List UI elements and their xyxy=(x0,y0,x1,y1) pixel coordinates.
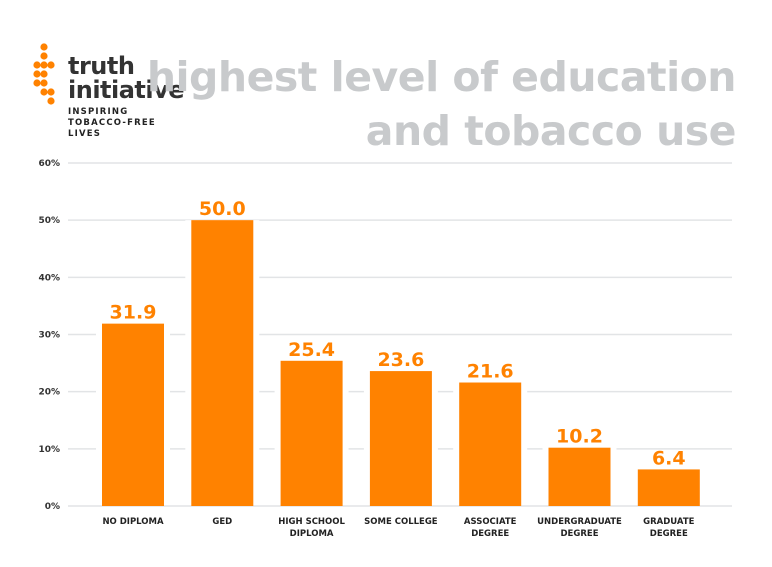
y-tick-label: 10% xyxy=(38,445,60,455)
y-tick-label: 40% xyxy=(38,273,60,283)
logo-dot xyxy=(47,88,55,96)
bar xyxy=(548,447,611,506)
x-tick-label: DIPLOMA xyxy=(290,529,334,539)
data-label: 25.4 xyxy=(288,339,335,361)
logo-dot xyxy=(40,70,48,78)
data-label: 6.4 xyxy=(652,447,686,469)
logo-dot xyxy=(47,61,55,69)
bar xyxy=(637,469,700,506)
chart-title: highest level of education and tobacco u… xyxy=(146,50,737,158)
tagline-line: LIVES xyxy=(68,129,102,139)
data-label: 21.6 xyxy=(467,361,514,383)
tagline-line: INSPIRING xyxy=(68,107,129,117)
x-tick-label: DEGREE xyxy=(471,529,509,539)
bar xyxy=(102,323,164,506)
logo-truth: truth xyxy=(68,52,135,80)
logo-dot xyxy=(47,97,55,105)
logo-dot xyxy=(40,52,48,60)
x-tick-label: DEGREE xyxy=(650,529,688,539)
x-tick-label: UNDERGRADUATE xyxy=(537,517,622,527)
tagline-line: TOBACCO-FREE xyxy=(68,118,156,128)
logo-dot xyxy=(33,79,41,87)
title-line-2: and tobacco use xyxy=(365,107,737,155)
logo-dot xyxy=(40,61,48,69)
data-label: 50.0 xyxy=(199,198,246,220)
x-tick-label: ASSOCIATE xyxy=(464,517,517,527)
bar xyxy=(459,382,522,506)
logo-dot xyxy=(33,70,41,78)
x-tick-label: SOME COLLEGE xyxy=(364,517,438,527)
x-tick-label: HIGH SCHOOL xyxy=(278,517,345,527)
y-tick-label: 20% xyxy=(38,388,60,398)
y-tick-label: 60% xyxy=(38,159,60,169)
logo-dot xyxy=(40,88,48,96)
bar xyxy=(369,371,432,506)
tagline: INSPIRING TOBACCO-FREE LIVES xyxy=(68,107,156,140)
logo-dot xyxy=(33,61,41,69)
data-label: 23.6 xyxy=(377,349,424,371)
bar xyxy=(280,360,343,506)
bar xyxy=(191,220,254,506)
x-tick-label: GED xyxy=(212,517,232,527)
x-tick-label: DEGREE xyxy=(561,529,599,539)
data-label: 10.2 xyxy=(556,426,603,448)
y-tick-label: 0% xyxy=(45,502,60,512)
logo-dot xyxy=(40,43,48,51)
x-tick-label: GRADUATE xyxy=(643,517,695,527)
title-line-1: highest level of education xyxy=(146,53,737,101)
y-tick-label: 50% xyxy=(38,216,60,226)
y-tick-label: 30% xyxy=(38,331,60,341)
logo-initiative: initiative xyxy=(68,76,185,104)
x-tick-label: NO DIPLOMA xyxy=(102,517,164,527)
data-label: 31.9 xyxy=(110,302,157,324)
logo-dot xyxy=(40,79,48,87)
